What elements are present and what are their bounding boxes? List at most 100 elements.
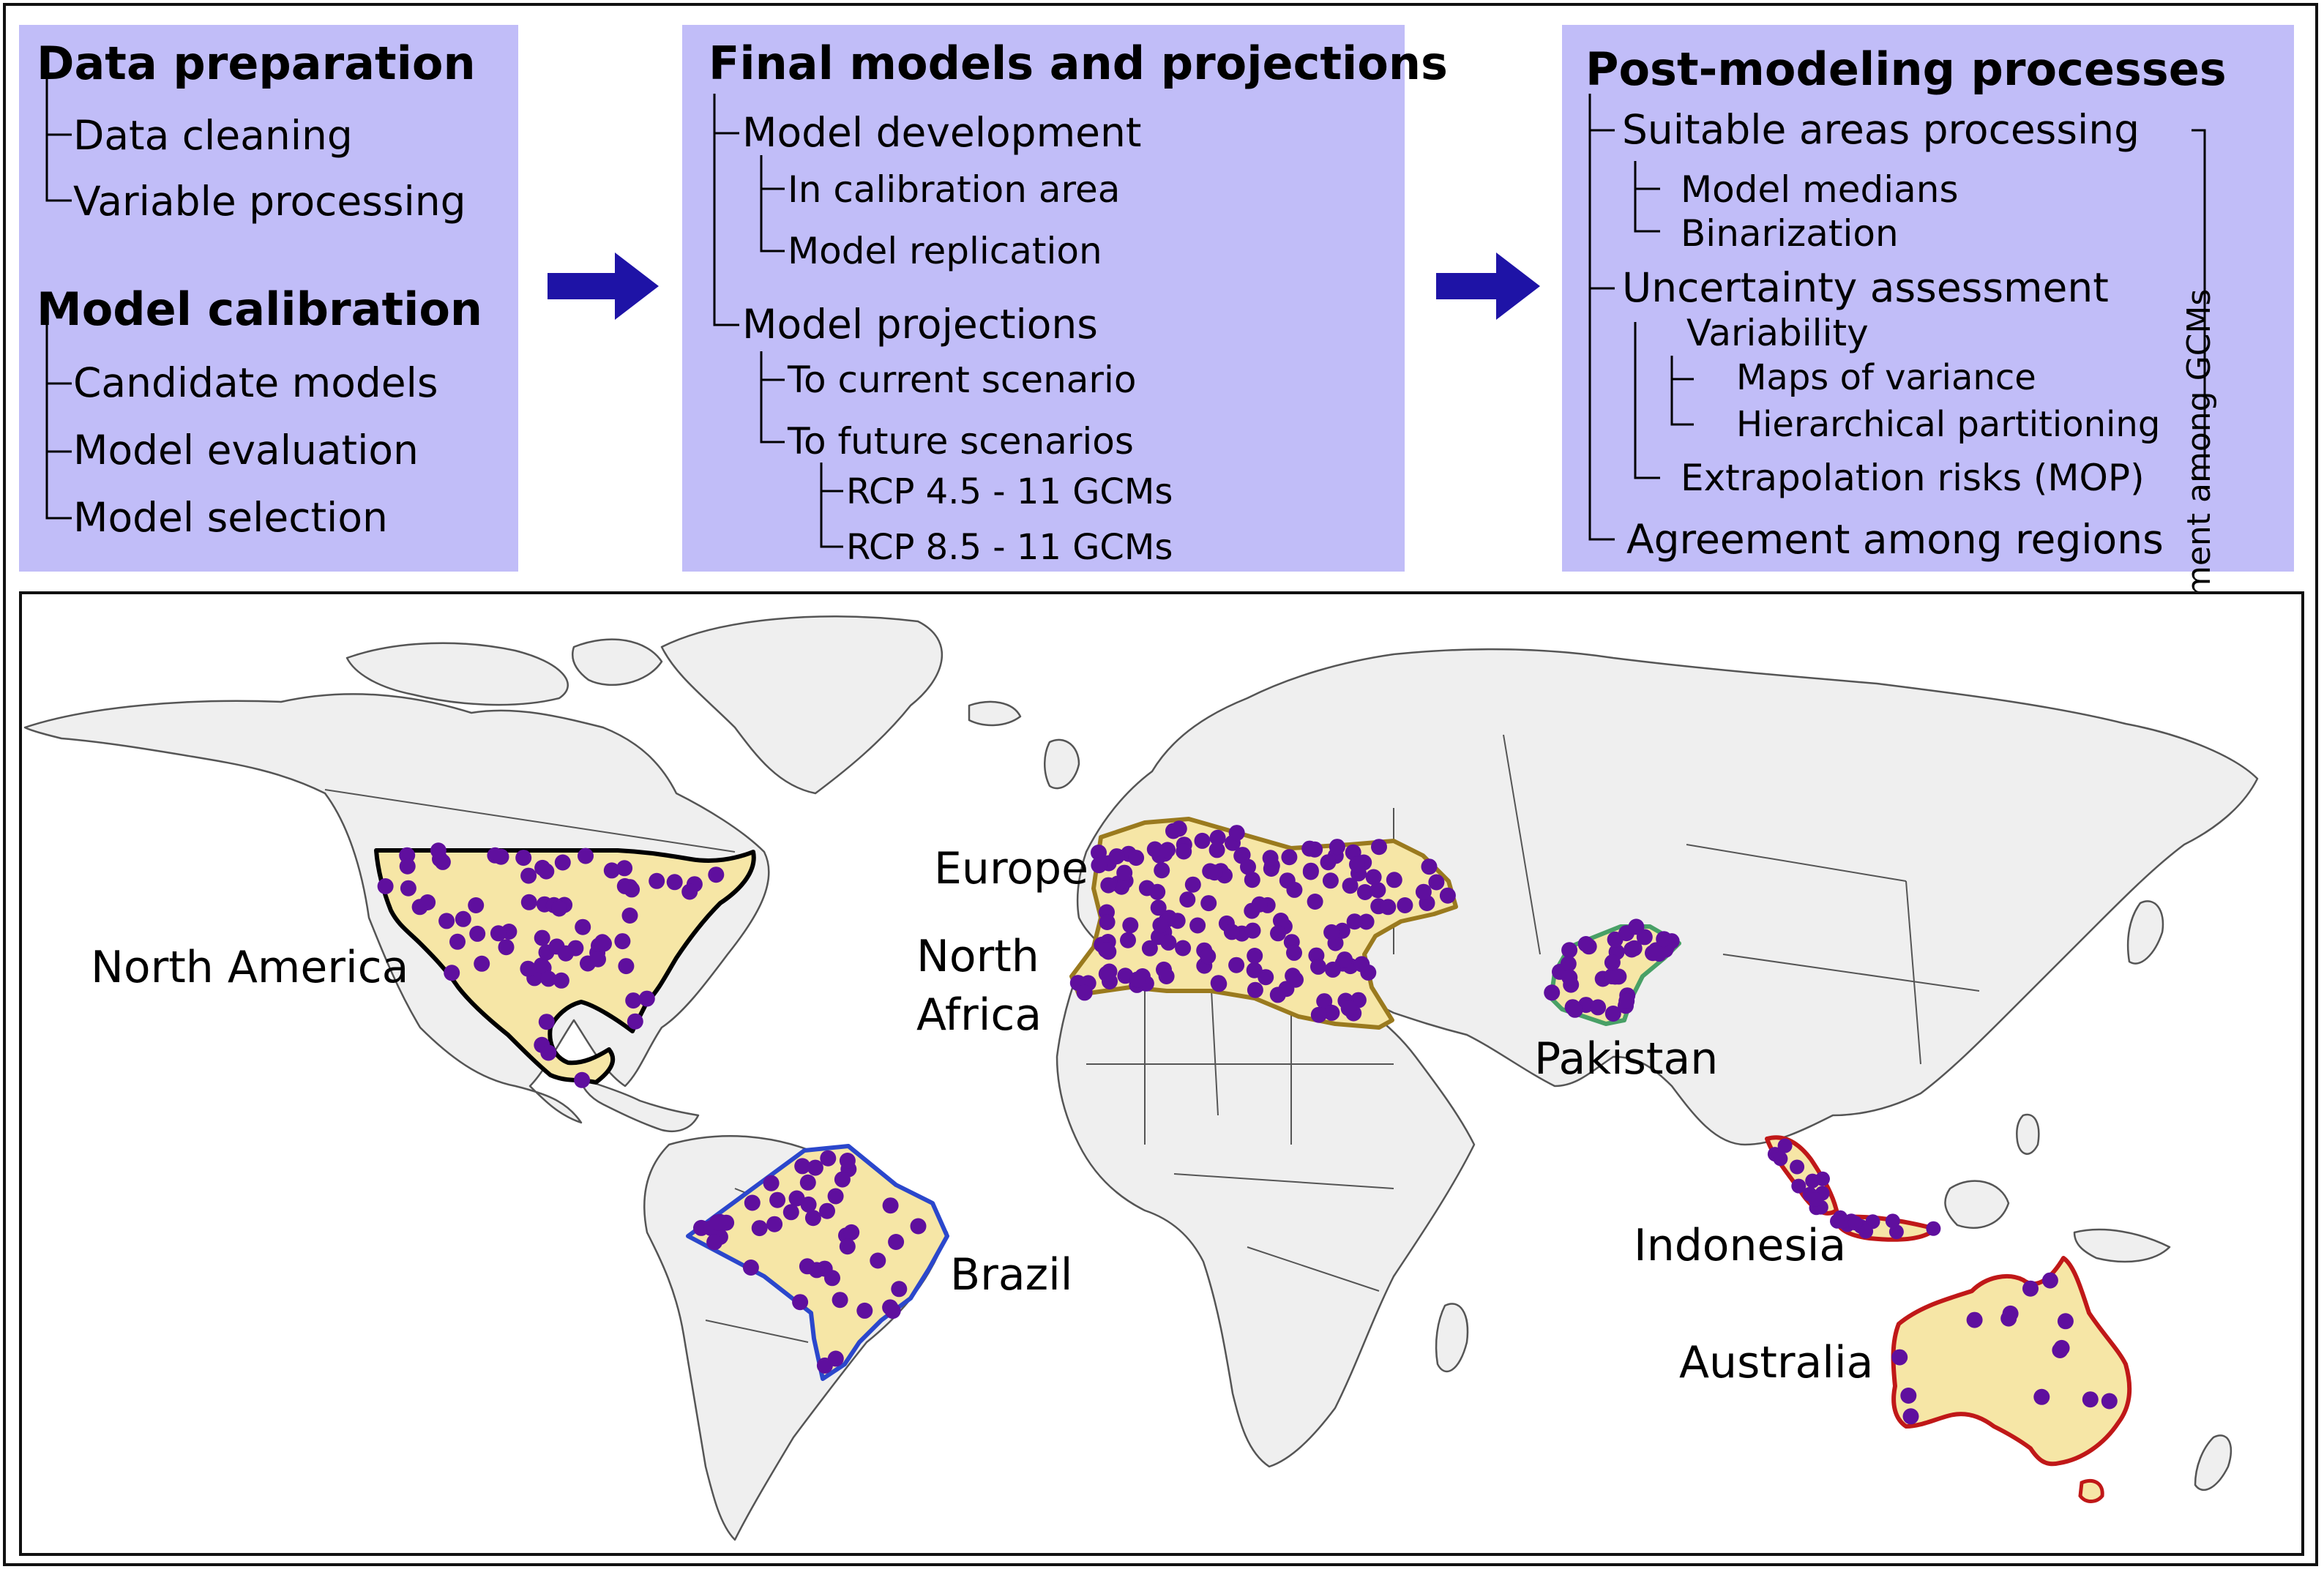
occurrence-point bbox=[1098, 965, 1115, 982]
occurrence-point bbox=[624, 881, 640, 898]
occurrence-point bbox=[444, 965, 460, 981]
occurrence-point bbox=[709, 1214, 725, 1231]
occurrence-point bbox=[540, 1044, 557, 1061]
occurrence-point bbox=[603, 862, 620, 879]
occurrence-point bbox=[1370, 882, 1386, 899]
label-europe: Europe bbox=[934, 843, 1088, 894]
occurrence-point bbox=[469, 925, 486, 942]
occurrence-point bbox=[520, 894, 537, 910]
flow-arrow-icon bbox=[548, 252, 659, 320]
occurrence-point bbox=[1337, 951, 1353, 968]
world-map-svg bbox=[23, 615, 2259, 1541]
occurrence-point bbox=[1116, 864, 1133, 881]
occurrence-point bbox=[474, 955, 490, 972]
occurrence-point bbox=[1380, 899, 1397, 916]
occurrence-point bbox=[1626, 940, 1643, 957]
occurrence-point bbox=[1805, 1173, 1820, 1189]
occurrence-point bbox=[1194, 832, 1211, 849]
occurrence-point bbox=[1247, 981, 1263, 998]
occurrence-point bbox=[1270, 925, 1286, 942]
occurrence-point bbox=[2082, 1391, 2099, 1408]
occurrence-point bbox=[1618, 992, 1635, 1009]
land-iceland bbox=[968, 700, 1022, 727]
occurrence-point bbox=[1244, 872, 1260, 888]
occurrence-point bbox=[1386, 872, 1402, 888]
occurrence-point bbox=[769, 1191, 786, 1208]
occurrence-point bbox=[449, 933, 466, 950]
occurrence-point bbox=[1152, 917, 1169, 934]
occurrence-point bbox=[1301, 840, 1318, 857]
rcp45-label: RCP 4.5 - 11 GCMs bbox=[846, 471, 1173, 512]
occurrence-point bbox=[1790, 1159, 1805, 1175]
occurrence-point bbox=[534, 859, 551, 876]
occurrence-point bbox=[1544, 984, 1561, 1001]
rcp85-label: RCP 8.5 - 11 GCMs bbox=[846, 527, 1173, 568]
occurrence-point bbox=[1415, 883, 1432, 900]
occurrence-point bbox=[1154, 862, 1170, 879]
occurrence-point bbox=[1128, 850, 1145, 867]
occurrence-point bbox=[1885, 1213, 1900, 1229]
occurrence-point bbox=[882, 1299, 899, 1316]
occurrence-point bbox=[1316, 993, 1333, 1010]
occurrence-point bbox=[1175, 940, 1192, 957]
land-new-zealand bbox=[2194, 1434, 2233, 1491]
occurrence-point bbox=[1281, 849, 1298, 866]
occurrence-point bbox=[1286, 944, 1302, 961]
world-map: North America Europe North Africa Pakist… bbox=[19, 591, 2304, 1556]
suitable-areas-label: Suitable areas processing bbox=[1622, 106, 2140, 153]
occurrence-point bbox=[1320, 854, 1337, 871]
occurrence-point bbox=[763, 1175, 780, 1191]
region-tasmania bbox=[2078, 1478, 2104, 1503]
occurrence-point bbox=[1158, 968, 1175, 984]
calibration-area-label: In calibration area bbox=[788, 168, 1121, 211]
occurrence-point bbox=[794, 1158, 811, 1175]
occurrence-point bbox=[1098, 942, 1114, 959]
occurrence-point bbox=[638, 990, 655, 1007]
occurrence-point bbox=[1179, 891, 1196, 908]
binarization-label: Binarization bbox=[1681, 212, 1899, 255]
occurrence-point bbox=[1120, 932, 1136, 948]
model-development-label: Model development bbox=[742, 109, 1142, 156]
occurrence-point bbox=[1262, 850, 1279, 867]
current-scenario-label: To current scenario bbox=[788, 359, 1137, 401]
occurrence-point bbox=[1189, 917, 1206, 934]
occurrence-point bbox=[649, 872, 665, 889]
occurrence-point bbox=[1329, 839, 1345, 856]
land-borneo bbox=[1944, 1180, 2010, 1229]
occurrence-point bbox=[910, 1218, 927, 1235]
occurrence-point bbox=[515, 850, 532, 867]
occurrence-point bbox=[1590, 999, 1607, 1016]
occurrence-point bbox=[1251, 896, 1268, 913]
occurrence-point bbox=[590, 951, 606, 967]
occurrence-point bbox=[1269, 987, 1286, 1003]
label-north-america: North America bbox=[91, 942, 409, 993]
occurrence-point bbox=[574, 1071, 591, 1088]
occurrence-point bbox=[782, 1204, 799, 1221]
occurrence-point bbox=[1353, 956, 1370, 973]
occurrence-point bbox=[1160, 934, 1177, 951]
occurrence-point bbox=[1607, 968, 1624, 985]
occurrence-point bbox=[1349, 856, 1365, 873]
occurrence-point bbox=[534, 957, 550, 974]
occurrence-point bbox=[1791, 1178, 1806, 1194]
occurrence-point bbox=[594, 934, 610, 951]
occurrence-point bbox=[1307, 894, 1323, 910]
tree-connectors bbox=[45, 79, 72, 520]
occurrence-point bbox=[1346, 913, 1363, 930]
occurrence-point bbox=[870, 1252, 886, 1269]
occurrence-point bbox=[807, 1159, 823, 1176]
land-uk bbox=[1044, 738, 1080, 790]
occurrence-point bbox=[2057, 1313, 2074, 1330]
occurrence-point bbox=[1247, 948, 1263, 964]
occurrence-point bbox=[742, 1260, 759, 1276]
occurrence-point bbox=[498, 939, 515, 956]
occurrence-point bbox=[1122, 917, 1139, 934]
occurrence-point bbox=[1560, 956, 1577, 972]
occurrence-point bbox=[1302, 864, 1319, 880]
occurrence-point bbox=[1773, 1151, 1788, 1167]
maps-of-variance-label: Maps of variance bbox=[1736, 357, 2036, 398]
occurrence-point bbox=[430, 842, 447, 859]
occurrence-point bbox=[1340, 1000, 1357, 1017]
occurrence-point bbox=[1310, 1006, 1327, 1023]
tree-connectors bbox=[713, 94, 843, 548]
